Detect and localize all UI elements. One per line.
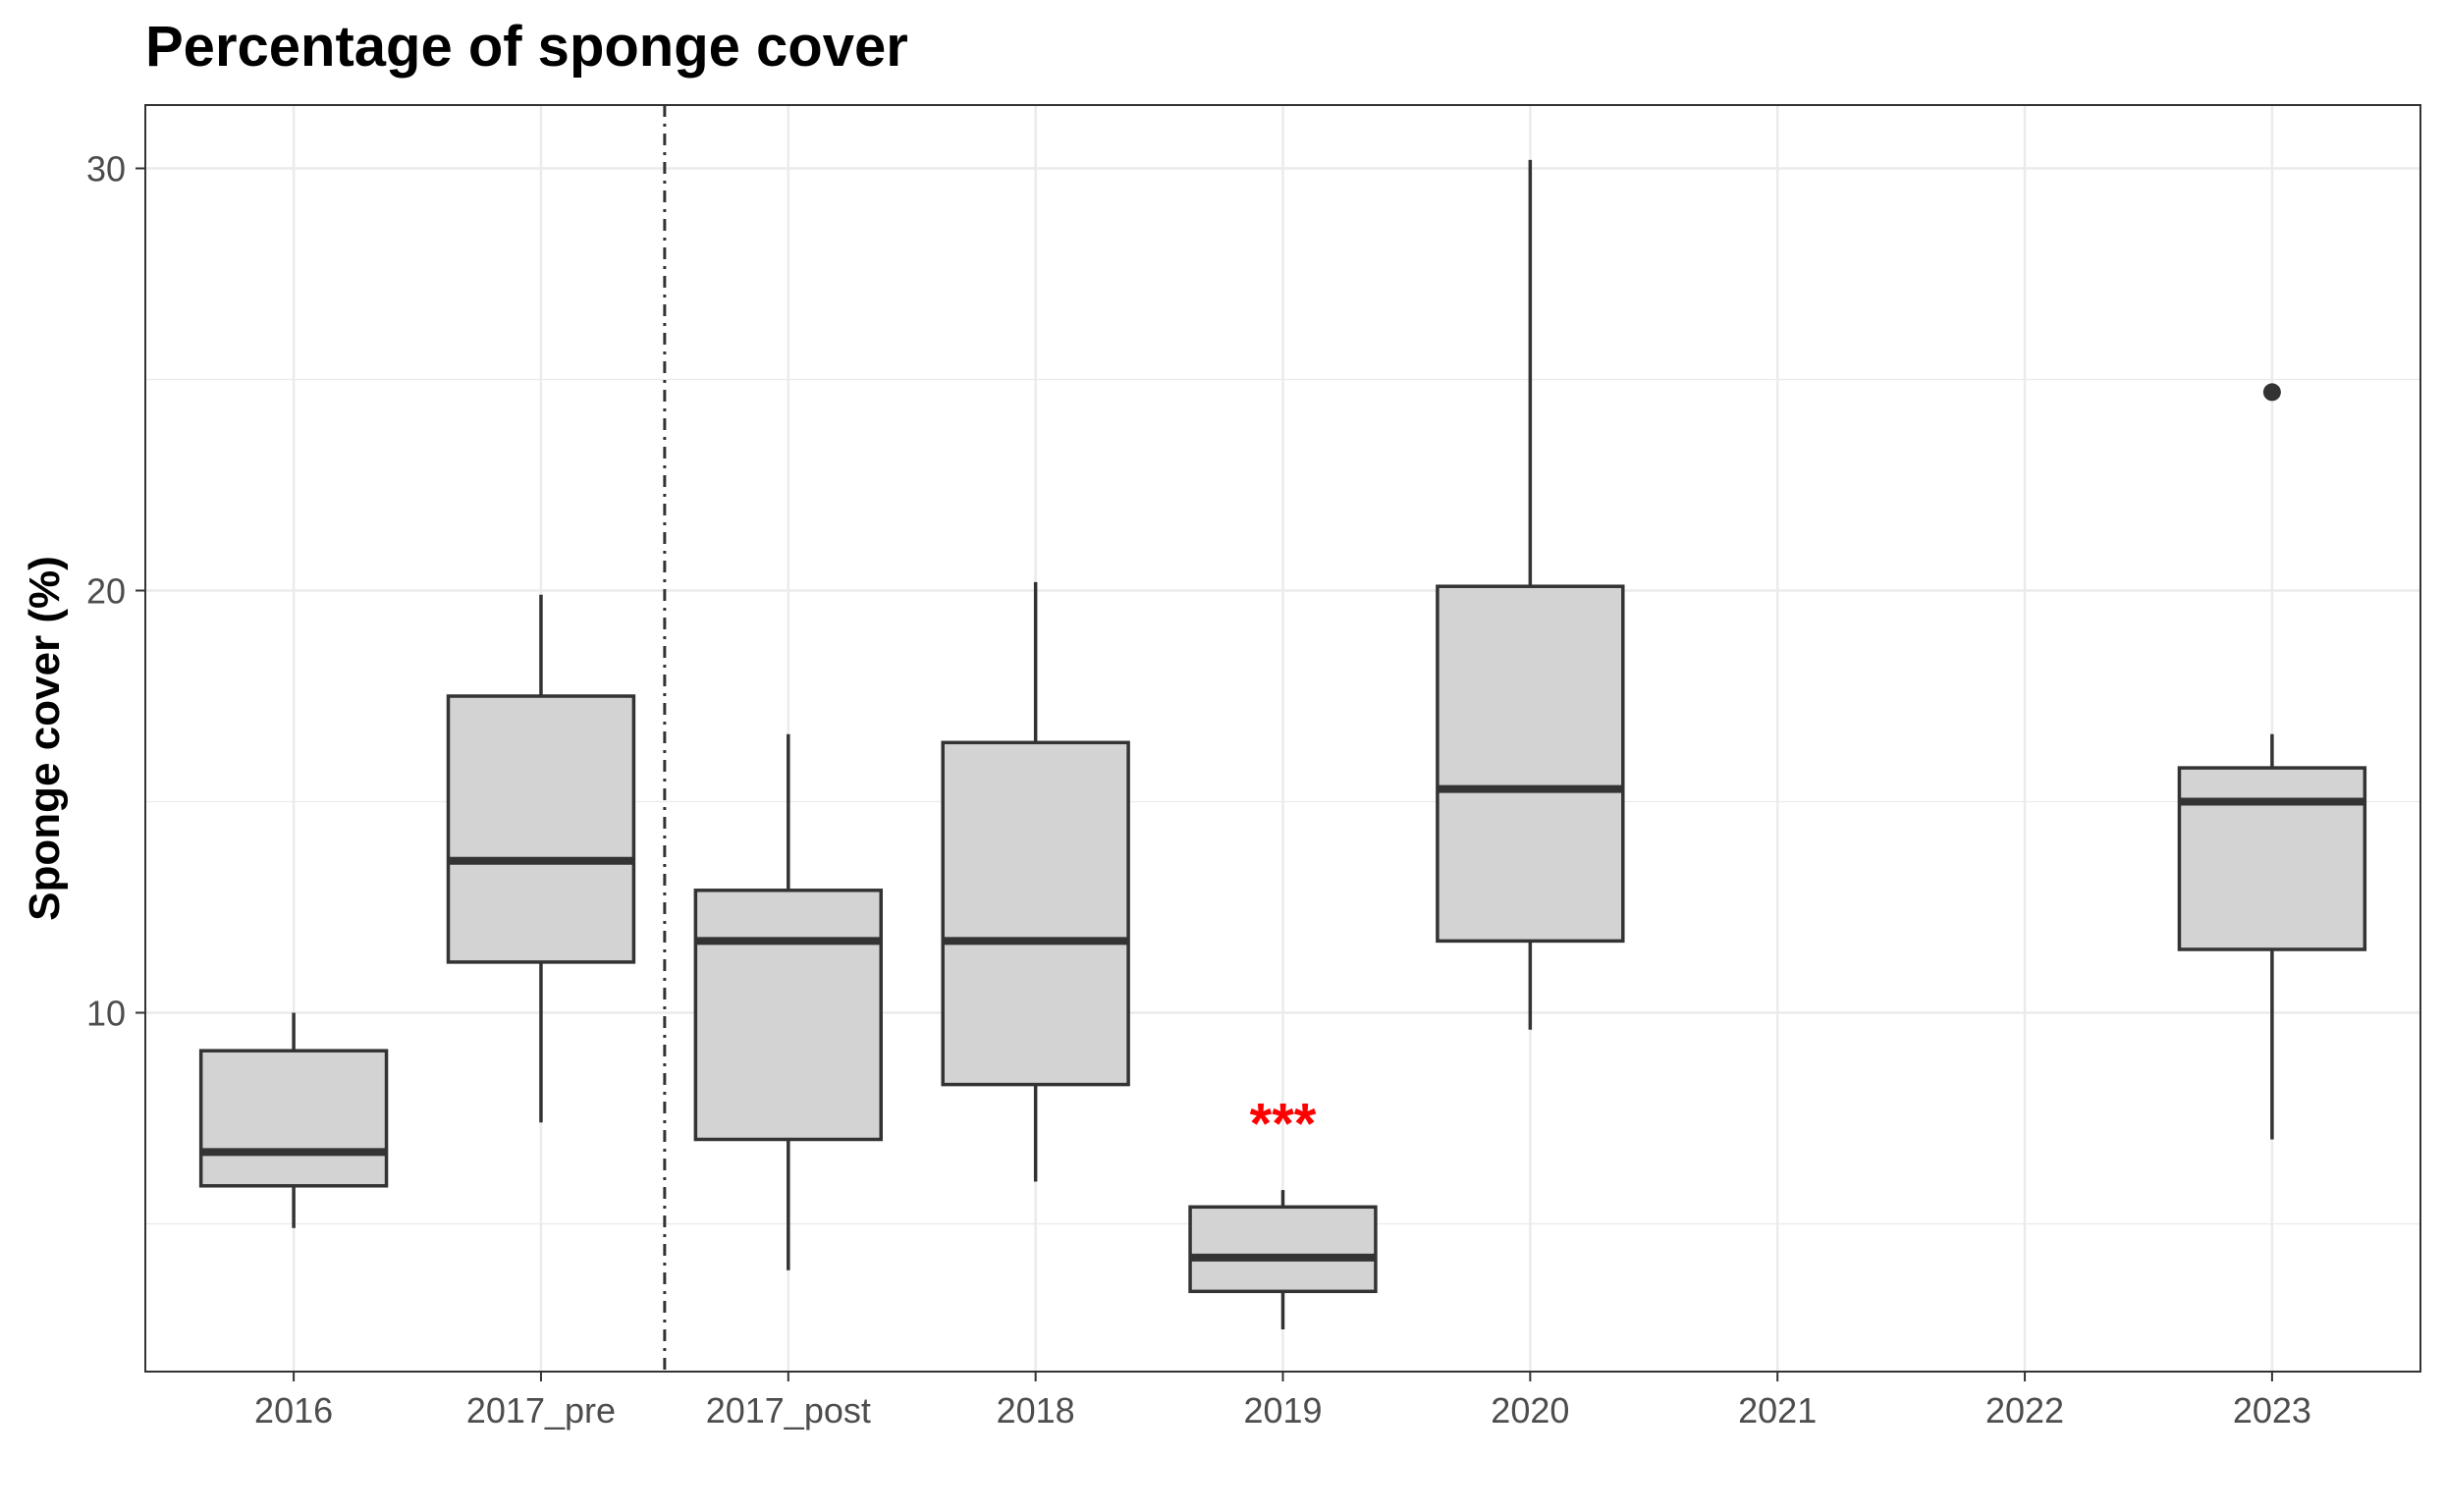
axes-group: 10 20 30 2016 2017_pre 2017_post 2018 2019 2020 2…: [86, 149, 2311, 1431]
box-2018: [941, 581, 1130, 1182]
x-tick-label: 2017_pre: [466, 1390, 616, 1431]
box-2017_pre: [446, 594, 636, 1123]
box-2016: [198, 1012, 389, 1228]
x-tick-label: 2023: [2233, 1390, 2311, 1431]
box-2023: [2177, 383, 2367, 1140]
significance-annotation: ***: [1250, 1092, 1317, 1156]
x-tick-label: 2019: [1243, 1390, 1322, 1431]
y-tick-label: 20: [86, 571, 126, 612]
x-tick-label: 2017_post: [706, 1390, 871, 1431]
box-body: [693, 889, 883, 1142]
x-tick-label: 2022: [1985, 1390, 2064, 1431]
x-tick-label: 2020: [1491, 1390, 1569, 1431]
box-body: [1188, 1205, 1378, 1294]
box-body: [1436, 584, 1625, 944]
box-body: [941, 740, 1130, 1087]
box-body: [446, 694, 636, 964]
outlier-point: [2262, 383, 2281, 402]
y-tick-label: 30: [86, 149, 126, 189]
box-2019: [1188, 1190, 1378, 1329]
box-body: [198, 1049, 389, 1188]
box-2020: [1436, 159, 1625, 1030]
annotations-group: ***: [1250, 1092, 1317, 1156]
boxes-group: [198, 159, 2367, 1329]
y-axis-label: Sponge cover (%): [21, 556, 69, 921]
y-tick-label: 10: [86, 994, 126, 1034]
chart-title: Percentage of sponge cover: [145, 15, 908, 79]
box-body: [2177, 766, 2367, 951]
box-2017_post: [693, 733, 883, 1270]
x-tick-label: 2016: [254, 1390, 333, 1431]
x-tick-label: 2021: [1738, 1390, 1817, 1431]
x-tick-label: 2018: [997, 1390, 1075, 1431]
